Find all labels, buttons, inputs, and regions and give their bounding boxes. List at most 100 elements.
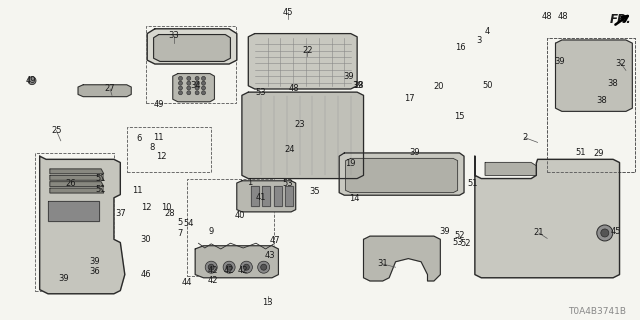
Text: 12: 12 — [156, 152, 166, 161]
Polygon shape — [262, 186, 270, 206]
Circle shape — [179, 81, 182, 85]
Text: 36: 36 — [90, 267, 100, 276]
Text: 32: 32 — [616, 59, 626, 68]
Text: 19: 19 — [346, 159, 356, 168]
Text: 2: 2 — [522, 133, 527, 142]
Circle shape — [179, 91, 182, 95]
Circle shape — [202, 76, 205, 80]
Bar — [187, 179, 274, 276]
Text: 10: 10 — [161, 204, 172, 212]
Circle shape — [195, 91, 199, 95]
Text: 11: 11 — [132, 186, 143, 195]
Polygon shape — [50, 182, 104, 187]
Text: 28: 28 — [164, 209, 175, 218]
Text: 15: 15 — [454, 112, 465, 121]
Polygon shape — [274, 186, 282, 206]
Polygon shape — [40, 156, 125, 294]
Text: 29: 29 — [593, 149, 604, 158]
Text: 44: 44 — [182, 278, 192, 287]
Circle shape — [208, 264, 214, 270]
Text: 38: 38 — [596, 96, 607, 105]
Circle shape — [601, 229, 609, 237]
Text: 52: 52 — [454, 231, 465, 240]
Text: 11: 11 — [154, 133, 164, 142]
Text: 27: 27 — [105, 84, 115, 93]
Text: 17: 17 — [404, 94, 415, 103]
Text: 51: 51 — [96, 174, 106, 183]
Circle shape — [195, 86, 199, 90]
Text: 54: 54 — [184, 219, 194, 228]
Circle shape — [202, 86, 205, 90]
Polygon shape — [48, 201, 99, 221]
Polygon shape — [154, 35, 230, 61]
Text: 18: 18 — [353, 81, 364, 90]
Text: FR.: FR. — [610, 13, 632, 26]
Polygon shape — [78, 85, 131, 97]
Text: 6: 6 — [137, 134, 142, 143]
Text: 39: 39 — [344, 72, 354, 81]
Text: 8: 8 — [150, 143, 155, 152]
Bar — [547, 38, 635, 172]
Circle shape — [28, 76, 36, 84]
Text: 39: 39 — [555, 57, 565, 66]
Text: 48: 48 — [289, 84, 300, 93]
Polygon shape — [50, 188, 104, 193]
Circle shape — [226, 264, 232, 270]
Text: 42: 42 — [224, 266, 234, 275]
Text: 33: 33 — [169, 31, 179, 40]
Text: 51: 51 — [576, 148, 586, 157]
Polygon shape — [173, 74, 214, 102]
Polygon shape — [475, 156, 620, 278]
Text: 52: 52 — [461, 239, 471, 248]
Circle shape — [596, 225, 613, 241]
Text: 21: 21 — [534, 228, 544, 237]
Bar — [35, 153, 114, 291]
Text: 39: 39 — [440, 227, 450, 236]
Text: T0A4B3741B: T0A4B3741B — [568, 307, 626, 316]
Circle shape — [187, 76, 191, 80]
Text: 14: 14 — [349, 194, 360, 203]
Polygon shape — [248, 34, 357, 89]
Text: 45: 45 — [283, 8, 293, 17]
Text: 50: 50 — [483, 81, 493, 90]
Circle shape — [202, 81, 205, 85]
Text: 26: 26 — [65, 180, 76, 188]
Polygon shape — [556, 40, 632, 111]
Polygon shape — [251, 186, 259, 206]
Polygon shape — [346, 158, 458, 193]
Text: 12: 12 — [141, 203, 151, 212]
Text: 42: 42 — [207, 266, 218, 275]
Text: 39: 39 — [352, 81, 362, 90]
Text: 38: 38 — [608, 79, 618, 88]
Polygon shape — [242, 92, 364, 179]
Text: 42: 42 — [238, 266, 248, 275]
Text: 4: 4 — [485, 28, 490, 36]
Text: 1: 1 — [247, 178, 252, 187]
Text: 48: 48 — [558, 12, 568, 21]
Text: 30: 30 — [141, 235, 151, 244]
Text: 49: 49 — [26, 76, 36, 85]
Polygon shape — [50, 175, 104, 180]
Circle shape — [243, 264, 250, 270]
Circle shape — [187, 81, 191, 85]
Text: 7: 7 — [178, 229, 183, 238]
Text: 45: 45 — [611, 228, 621, 236]
Text: 16: 16 — [456, 44, 466, 52]
Circle shape — [179, 86, 182, 90]
Text: 34: 34 — [190, 81, 200, 90]
Circle shape — [195, 81, 199, 85]
Text: 53: 53 — [452, 238, 463, 247]
Text: 24: 24 — [284, 145, 294, 154]
Polygon shape — [147, 29, 237, 64]
Text: 41: 41 — [256, 193, 266, 202]
Circle shape — [202, 91, 205, 95]
Text: 37: 37 — [115, 209, 125, 218]
Circle shape — [260, 264, 267, 270]
Text: 9: 9 — [209, 228, 214, 236]
Text: 46: 46 — [141, 270, 151, 279]
Polygon shape — [195, 246, 278, 278]
Text: 22: 22 — [302, 46, 312, 55]
Polygon shape — [285, 186, 293, 206]
Circle shape — [223, 261, 235, 273]
Polygon shape — [485, 163, 536, 175]
